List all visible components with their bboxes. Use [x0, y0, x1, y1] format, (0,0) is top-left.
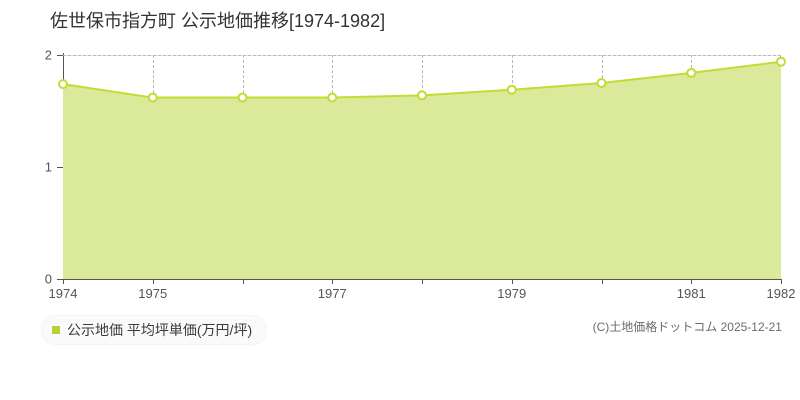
data-point-marker[interactable] — [596, 78, 607, 88]
x-axis-tick — [691, 279, 693, 284]
legend-swatch-icon — [52, 326, 60, 334]
data-point-marker[interactable] — [237, 92, 248, 103]
x-axis-tick — [63, 279, 64, 284]
gridline-horizontal — [63, 55, 781, 57]
data-point-marker[interactable] — [506, 84, 517, 95]
x-axis-tick — [242, 279, 244, 284]
x-axis-tick-label: 1977 — [317, 286, 347, 301]
y-axis-tick — [57, 167, 63, 168]
data-point-marker[interactable] — [147, 92, 158, 103]
chart-title-main: 佐世保市指方町 公示地価推移 — [50, 11, 289, 31]
data-point-marker[interactable] — [686, 67, 697, 78]
y-axis-tick — [57, 279, 63, 280]
y-axis-labels: 0 1 2 — [0, 0, 52, 400]
x-axis-tick — [422, 279, 423, 284]
y-axis-tick-label: 2 — [44, 47, 52, 63]
y-axis-tick-label: 1 — [44, 159, 52, 175]
legend-label: 公示地価 平均坪単価(万円/坪) — [67, 322, 253, 338]
copyright-credit: (C)土地価格ドットコム 2025-12-21 — [592, 320, 782, 334]
x-axis-tick — [601, 279, 603, 284]
x-axis-tick — [511, 279, 513, 284]
x-axis-tick-label: 1979 — [497, 286, 527, 301]
x-axis-tick-label: 1981 — [676, 286, 706, 301]
series-markers — [58, 56, 786, 103]
chart-title-range: [1974-1982] — [289, 11, 386, 31]
x-axis-tick — [781, 279, 782, 284]
x-axis-tick-label: 1982 — [766, 286, 796, 301]
legend[interactable]: 公示地価 平均坪単価(万円/坪) — [42, 316, 267, 344]
x-axis-tick-label: 1974 — [48, 286, 78, 301]
y-axis-tick — [57, 55, 63, 56]
chart-title: 佐世保市指方町 公示地価推移[1974-1982] — [50, 7, 385, 33]
x-axis-tick — [152, 279, 154, 284]
data-point-marker[interactable] — [58, 79, 68, 90]
y-axis-tick-label: 0 — [44, 271, 52, 287]
data-point-marker[interactable] — [417, 90, 427, 101]
x-axis-tick-label: 1975 — [138, 286, 168, 301]
data-point-marker[interactable] — [776, 56, 786, 67]
data-point-marker[interactable] — [327, 92, 338, 103]
x-axis-tick — [332, 279, 334, 284]
series-area-fill — [63, 61, 781, 279]
